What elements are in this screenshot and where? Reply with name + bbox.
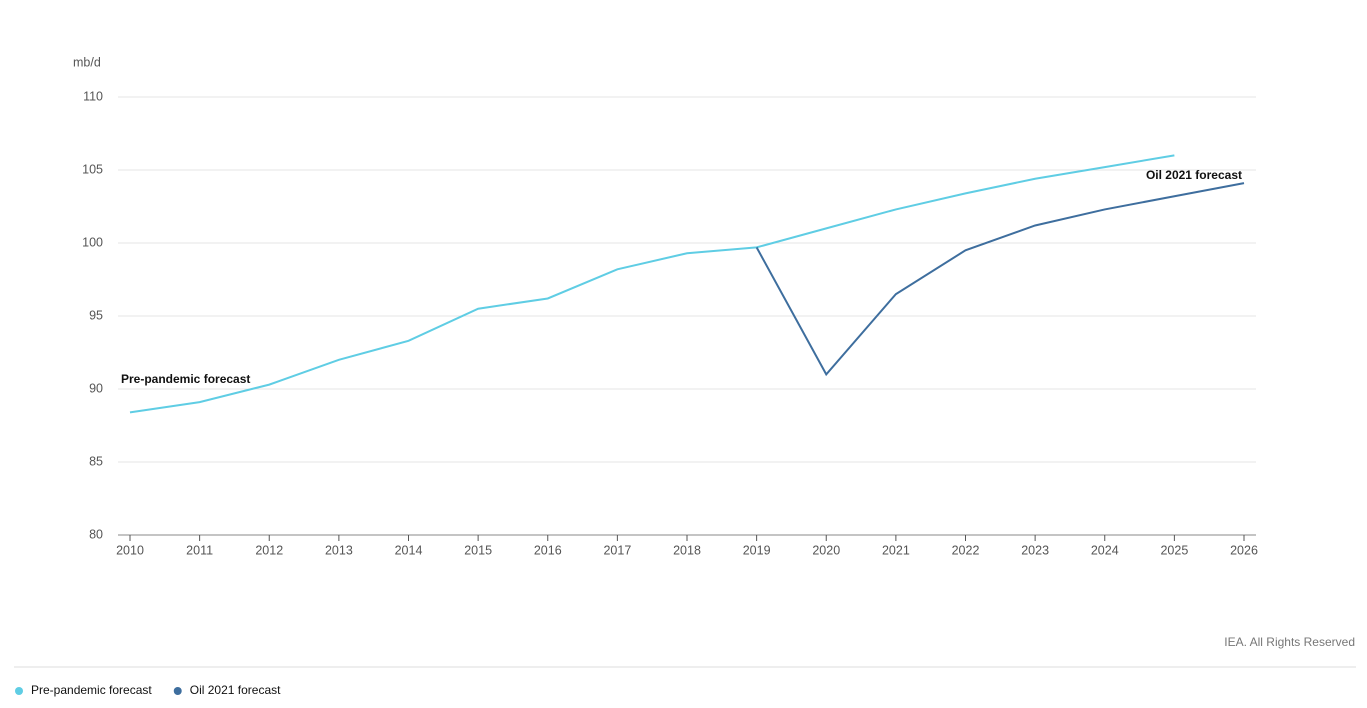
series-line — [755, 182, 1245, 377]
x-tick-label: 2025 — [1160, 543, 1188, 557]
y-tick-label: 100 — [82, 235, 103, 249]
x-tick-label: 2010 — [116, 543, 144, 557]
x-tick-label: 2018 — [673, 543, 701, 557]
annotation: Pre-pandemic forecast — [121, 372, 250, 386]
x-tick-label: 2026 — [1230, 543, 1258, 557]
legend-marker — [15, 687, 23, 695]
y-unit: mb/d — [73, 55, 101, 69]
legend-label: Oil 2021 forecast — [190, 683, 281, 697]
x-tick-label: 2013 — [325, 543, 353, 557]
x-tick-label: 2020 — [812, 543, 840, 557]
x-tick-label: 2024 — [1091, 543, 1119, 557]
x-tick-label: 2012 — [255, 543, 283, 557]
x-tick-label: 2023 — [1021, 543, 1049, 557]
series-line — [129, 154, 1175, 414]
x-tick-label: 2017 — [603, 543, 631, 557]
source: IEA. All Rights Reserved — [1224, 635, 1355, 649]
x-tick-label: 2016 — [534, 543, 562, 557]
x-tick-label: 2022 — [952, 543, 980, 557]
y-tick-label: 105 — [82, 162, 103, 176]
annotation: Oil 2021 forecast — [1146, 168, 1242, 182]
y-tick-label: 85 — [89, 454, 103, 468]
y-tick-label: 110 — [83, 89, 103, 103]
x-tick-label: 2015 — [464, 543, 492, 557]
y-tick-label: 80 — [89, 527, 103, 541]
x-tick-label: 2021 — [882, 543, 910, 557]
x-tick-label: 2014 — [395, 543, 423, 557]
legend-marker — [173, 687, 182, 695]
legend-label: Pre-pandemic forecast — [31, 683, 152, 697]
x-tick-label: 2019 — [743, 543, 771, 557]
y-tick-label: 95 — [89, 308, 103, 322]
x-tick-label: 2011 — [186, 543, 213, 557]
y-tick-label: 90 — [89, 381, 103, 395]
